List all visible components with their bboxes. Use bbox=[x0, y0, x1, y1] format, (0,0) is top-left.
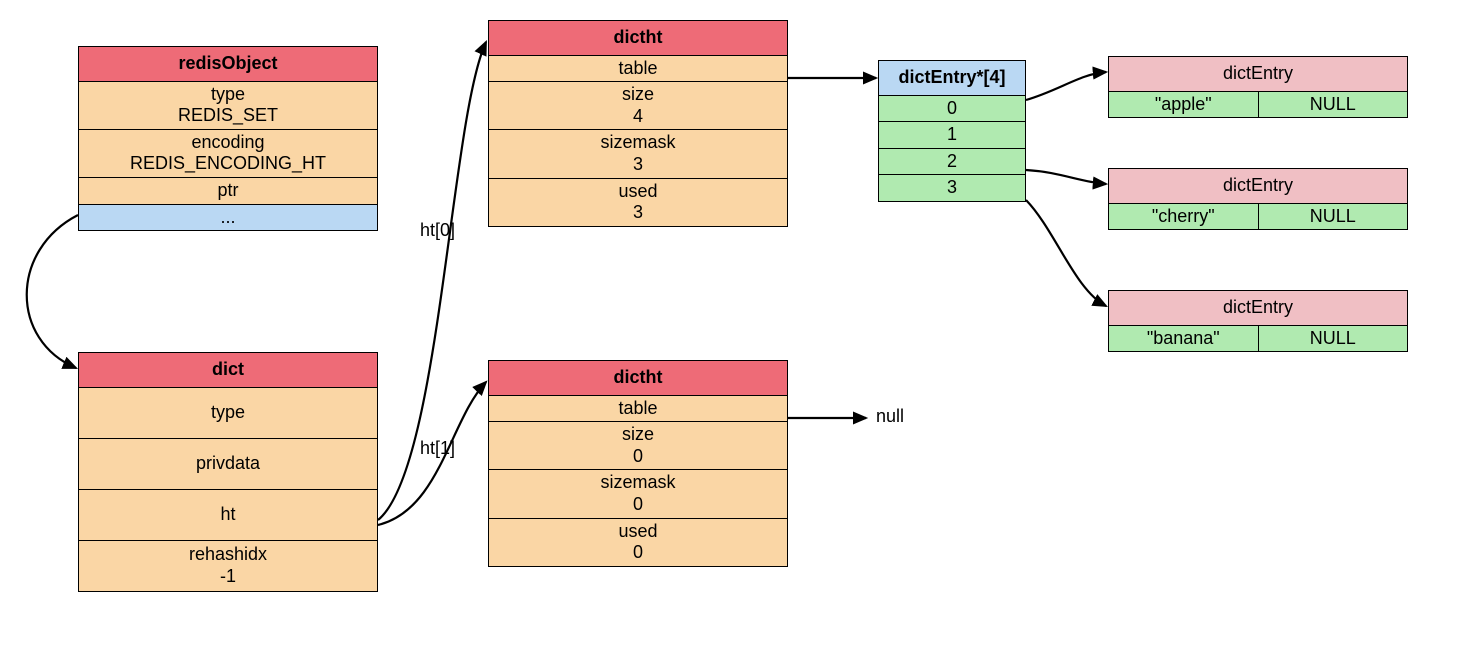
bucket-cell: 3 bbox=[879, 175, 1026, 202]
field-name: privdata bbox=[85, 453, 371, 475]
struct-dictht-1: dictht tablesize0sizemask0used0 bbox=[488, 360, 788, 567]
bucket-cell: 0 bbox=[879, 95, 1026, 122]
field-row: rehashidx-1 bbox=[79, 540, 378, 591]
field-value: 3 bbox=[495, 202, 781, 224]
field-row: ... bbox=[79, 204, 378, 231]
field-name: type bbox=[85, 402, 371, 424]
dict-title: dict bbox=[79, 353, 378, 388]
field-name: type bbox=[85, 84, 371, 106]
field-name: encoding bbox=[85, 132, 371, 154]
field-row: used0 bbox=[489, 518, 788, 566]
dictEntry-title: dictEntry bbox=[1109, 291, 1408, 326]
dictEntry-2: dictEntry"banana"NULL bbox=[1108, 290, 1408, 352]
dictEntry-title: dictEntry bbox=[1109, 169, 1408, 204]
dictEntry-next: NULL bbox=[1258, 203, 1408, 230]
field-row: sizemask3 bbox=[489, 130, 788, 178]
field-name: sizemask bbox=[495, 472, 781, 494]
dictht1-title: dictht bbox=[489, 361, 788, 396]
field-value: 3 bbox=[495, 154, 781, 176]
dictEntry-1: dictEntry"cherry"NULL bbox=[1108, 168, 1408, 230]
dictEntry-0: dictEntry"apple"NULL bbox=[1108, 56, 1408, 118]
dictEntry-key: "apple" bbox=[1109, 91, 1259, 118]
struct-dict: dict type privdata ht rehashidx-1 bbox=[78, 352, 378, 592]
field-name: sizemask bbox=[495, 132, 781, 154]
field-row: table bbox=[489, 395, 788, 422]
field-name: table bbox=[495, 398, 781, 420]
field-name: used bbox=[495, 521, 781, 543]
field-value: -1 bbox=[85, 566, 371, 588]
field-row: size4 bbox=[489, 82, 788, 130]
arrow-bucket0-to-apple bbox=[1026, 72, 1106, 100]
field-value: 0 bbox=[495, 542, 781, 564]
field-name: rehashidx bbox=[85, 544, 371, 566]
arrow-bucket2-to-cherry bbox=[1026, 170, 1106, 184]
redisObject-title: redisObject bbox=[79, 47, 378, 82]
dictEntry-key: "banana" bbox=[1109, 325, 1259, 352]
dictEntry-next: NULL bbox=[1258, 91, 1408, 118]
field-name: size bbox=[495, 424, 781, 446]
dictEntry-next: NULL bbox=[1258, 325, 1408, 352]
field-row: ht bbox=[79, 489, 378, 540]
label-null: null bbox=[876, 406, 904, 427]
field-value: 0 bbox=[495, 446, 781, 468]
field-value: 0 bbox=[495, 494, 781, 516]
struct-dictht-0: dictht tablesize4sizemask3used3 bbox=[488, 20, 788, 227]
field-name: ht bbox=[85, 504, 371, 526]
field-row: encodingREDIS_ENCODING_HT bbox=[79, 129, 378, 177]
field-name: size bbox=[495, 84, 781, 106]
struct-redisObject: redisObject typeREDIS_SETencodingREDIS_E… bbox=[78, 46, 378, 231]
dictEntry-title: dictEntry bbox=[1109, 57, 1408, 92]
bucket-array-title: dictEntry*[4] bbox=[879, 61, 1026, 96]
field-row: privdata bbox=[79, 438, 378, 489]
field-row: sizemask0 bbox=[489, 470, 788, 518]
field-name: ptr bbox=[85, 180, 371, 202]
label-ht1: ht[1] bbox=[420, 438, 455, 459]
bucket-array: dictEntry*[4] 0123 bbox=[878, 60, 1026, 202]
dictEntry-key: "cherry" bbox=[1109, 203, 1259, 230]
label-ht0: ht[0] bbox=[420, 220, 455, 241]
field-value: 4 bbox=[495, 106, 781, 128]
arrow-redisObject-to-dict bbox=[27, 215, 78, 368]
field-name: used bbox=[495, 181, 781, 203]
field-row: type bbox=[79, 387, 378, 438]
bucket-cell: 2 bbox=[879, 148, 1026, 175]
field-name: ... bbox=[85, 207, 371, 229]
bucket-cell: 1 bbox=[879, 122, 1026, 149]
field-row: table bbox=[489, 55, 788, 82]
field-name: table bbox=[495, 58, 781, 80]
field-row: size0 bbox=[489, 422, 788, 470]
field-row: ptr bbox=[79, 177, 378, 204]
arrow-bucket3-to-banana bbox=[1026, 200, 1106, 306]
field-row: used3 bbox=[489, 178, 788, 226]
dictht0-title: dictht bbox=[489, 21, 788, 56]
field-value: REDIS_ENCODING_HT bbox=[85, 153, 371, 175]
field-row: typeREDIS_SET bbox=[79, 81, 378, 129]
field-value: REDIS_SET bbox=[85, 105, 371, 127]
